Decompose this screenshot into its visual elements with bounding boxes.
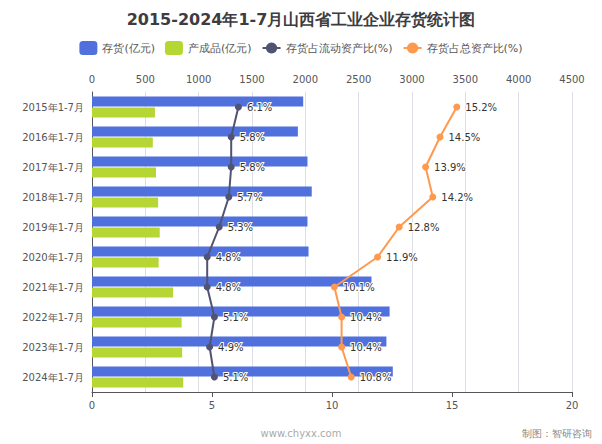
svg-text:3000: 3000 xyxy=(399,74,424,85)
svg-text:4500: 4500 xyxy=(559,74,584,85)
svg-text:4.9%: 4.9% xyxy=(218,342,243,353)
svg-text:5.3%: 5.3% xyxy=(228,222,253,233)
svg-text:12.8%: 12.8% xyxy=(408,222,440,233)
svg-text:4.8%: 4.8% xyxy=(216,252,241,263)
svg-text:2020年1-7月: 2020年1-7月 xyxy=(22,252,84,263)
svg-text:2022年1-7月: 2022年1-7月 xyxy=(22,312,84,323)
svg-text:13.9%: 13.9% xyxy=(434,162,466,173)
svg-text:2021年1-7月: 2021年1-7月 xyxy=(22,282,84,293)
svg-text:5.1%: 5.1% xyxy=(223,372,248,383)
svg-text:产成品(亿元): 产成品(亿元) xyxy=(188,42,252,55)
svg-text:1500: 1500 xyxy=(239,74,264,85)
svg-text:0: 0 xyxy=(89,74,95,85)
svg-text:500: 500 xyxy=(136,74,155,85)
svg-text:存货占总资产比(%): 存货占总资产比(%) xyxy=(427,42,523,55)
svg-text:10.8%: 10.8% xyxy=(360,372,392,383)
svg-text:4000: 4000 xyxy=(506,74,531,85)
svg-text:11.9%: 11.9% xyxy=(386,252,418,263)
svg-text:www.chyxx.com: www.chyxx.com xyxy=(261,428,342,439)
svg-text:制图：智研咨询: 制图：智研咨询 xyxy=(522,428,592,439)
svg-text:2015年1-7月: 2015年1-7月 xyxy=(22,102,84,113)
svg-text:10.1%: 10.1% xyxy=(343,282,375,293)
svg-text:10.4%: 10.4% xyxy=(350,342,382,353)
svg-text:2016年1-7月: 2016年1-7月 xyxy=(22,132,84,143)
svg-text:15.2%: 15.2% xyxy=(465,102,497,113)
svg-text:2015-2024年1-7月山西省工业企业存货统计图: 2015-2024年1-7月山西省工业企业存货统计图 xyxy=(127,10,476,29)
svg-text:5: 5 xyxy=(209,400,215,411)
svg-text:5.8%: 5.8% xyxy=(240,132,265,143)
svg-text:2000: 2000 xyxy=(293,74,318,85)
svg-text:2017年1-7月: 2017年1-7月 xyxy=(22,162,84,173)
svg-text:2019年1-7月: 2019年1-7月 xyxy=(22,222,84,233)
svg-text:10.4%: 10.4% xyxy=(350,312,382,323)
svg-text:5.1%: 5.1% xyxy=(223,312,248,323)
svg-text:14.5%: 14.5% xyxy=(449,132,481,143)
svg-text:20: 20 xyxy=(566,400,579,411)
svg-text:5.7%: 5.7% xyxy=(237,192,262,203)
svg-text:4.8%: 4.8% xyxy=(216,282,241,293)
svg-text:0: 0 xyxy=(89,400,95,411)
svg-text:2024年1-7月: 2024年1-7月 xyxy=(22,372,84,383)
svg-text:2018年1-7月: 2018年1-7月 xyxy=(22,192,84,203)
svg-text:6.1%: 6.1% xyxy=(247,102,272,113)
svg-text:2500: 2500 xyxy=(346,74,371,85)
svg-text:3500: 3500 xyxy=(453,74,478,85)
svg-text:存货占流动资产比(%): 存货占流动资产比(%) xyxy=(286,42,393,55)
svg-text:2023年1-7月: 2023年1-7月 xyxy=(22,342,84,353)
svg-text:14.2%: 14.2% xyxy=(441,192,473,203)
svg-text:存货(亿元): 存货(亿元) xyxy=(102,42,155,55)
svg-text:1000: 1000 xyxy=(186,74,211,85)
svg-text:10: 10 xyxy=(326,400,339,411)
svg-text:5.8%: 5.8% xyxy=(240,162,265,173)
svg-text:15: 15 xyxy=(446,400,459,411)
